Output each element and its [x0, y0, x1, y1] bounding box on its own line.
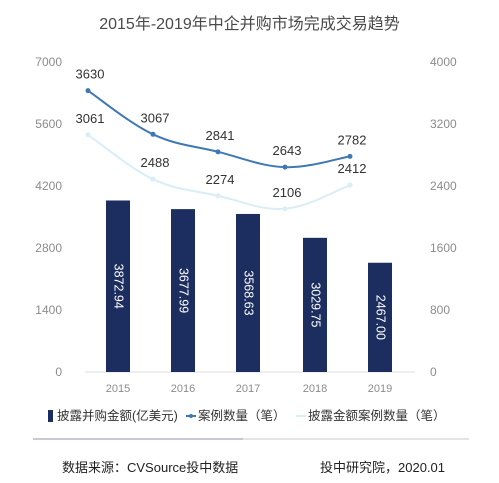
legend-swatch-dot-case — [189, 414, 193, 418]
chart-title: 2015年-2019年中企并购市场完成交易趋势 — [99, 16, 400, 33]
x-tick-label: 2018 — [303, 383, 327, 395]
y-left-tick-label: 1400 — [35, 303, 62, 317]
y-right-tick-label: 3200 — [430, 117, 457, 131]
footer-divider-accent — [33, 438, 243, 440]
line-point — [150, 176, 156, 182]
line-point-label: 2106 — [273, 185, 302, 200]
line-point-label: 2841 — [206, 128, 235, 143]
line-point — [347, 182, 353, 188]
line-point — [85, 88, 91, 94]
y-right-tick-label: 4000 — [430, 55, 457, 69]
legend-label-line-disclosed: 披露金额案例数量（笔） — [308, 408, 446, 423]
y-left-tick-label: 5600 — [35, 117, 62, 131]
line-point-label: 3061 — [76, 111, 105, 126]
bar-2019 — [368, 262, 392, 372]
chart-area: 0 1400 2800 4200 5600 7000 0 800 1600 2400 3200 400… — [35, 55, 457, 423]
credit-note: 投中研究院，2020.01 — [320, 460, 445, 475]
y-left-tick-label: 2800 — [35, 241, 62, 255]
y-right-tick-label: 800 — [430, 303, 450, 317]
x-tick-label: 2015 — [106, 383, 130, 395]
footer-divider — [33, 438, 469, 440]
line-point — [85, 132, 91, 138]
y-right-tick-label: 0 — [430, 365, 437, 379]
line-point-label: 2643 — [273, 143, 302, 158]
bar-value-label: 3568.63 — [242, 270, 256, 315]
line-point — [150, 131, 156, 137]
line-point-label: 2488 — [141, 155, 170, 170]
y-left-tick-label: 0 — [55, 365, 62, 379]
bar-2015 — [106, 200, 130, 372]
y-left-tick-label: 7000 — [35, 55, 62, 69]
line-point-label: 3067 — [141, 110, 170, 125]
bar-value-label: 3677.99 — [177, 268, 191, 313]
bar-2016 — [171, 209, 195, 372]
line-point — [215, 193, 221, 199]
x-tick-label: 2019 — [368, 383, 392, 395]
line-point-label: 2274 — [206, 172, 235, 187]
bar-2017 — [236, 213, 260, 372]
source-note: 数据来源：CVSource投中数据 — [62, 460, 239, 475]
legend-swatch-bar — [48, 410, 53, 422]
legend-label-line-case: 案例数量（笔） — [198, 408, 286, 423]
bar-2018 — [303, 237, 327, 372]
y-right-tick-label: 2400 — [430, 179, 457, 193]
line-point — [282, 206, 288, 212]
x-tick-label: 2017 — [236, 383, 260, 395]
legend-label-bar: 披露并购金额(亿美元) — [57, 408, 178, 423]
line-point — [282, 164, 288, 170]
x-tick-label: 2016 — [171, 383, 195, 395]
bar-value-label: 2467.00 — [374, 295, 388, 340]
line-point-label: 2782 — [338, 132, 367, 147]
y-left-tick-label: 4200 — [35, 179, 62, 193]
line-point-label: 2412 — [338, 161, 367, 176]
line-point — [215, 149, 221, 155]
bar-value-label: 3872.94 — [112, 264, 126, 309]
line-point-label: 3630 — [76, 67, 105, 82]
line-point — [347, 153, 353, 159]
bar-value-label: 3029.75 — [309, 282, 323, 327]
y-right-tick-label: 1600 — [430, 241, 457, 255]
